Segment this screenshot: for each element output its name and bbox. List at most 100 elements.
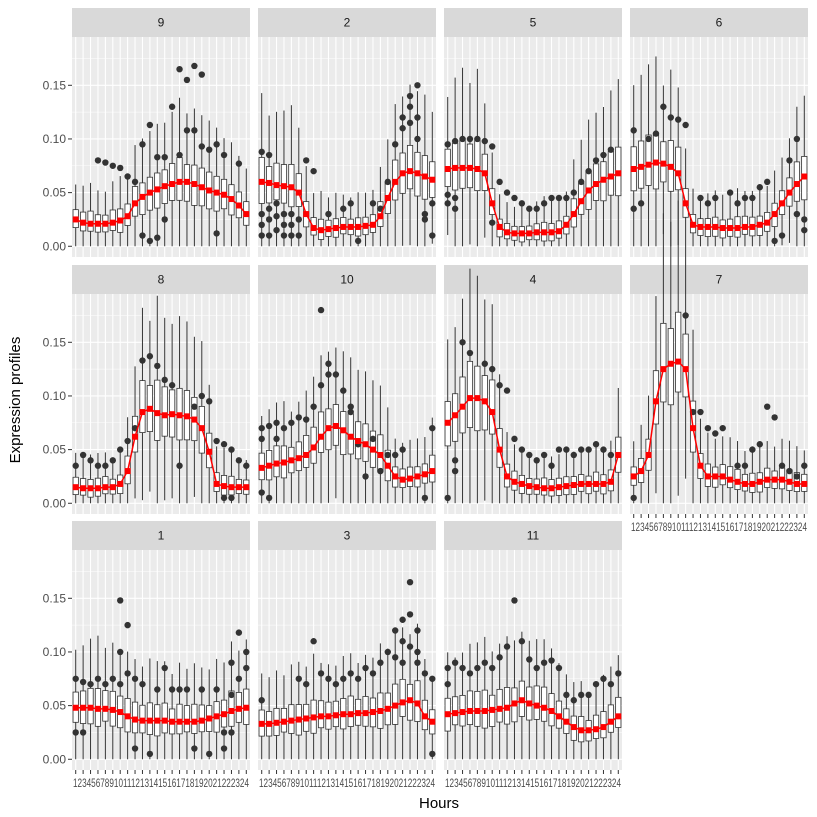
outlier-point: [414, 627, 421, 634]
outlier-point: [354, 675, 362, 682]
outlier-point: [191, 62, 198, 70]
outlier-point: [102, 680, 109, 688]
outlier-point: [451, 137, 459, 145]
median-point: [139, 409, 146, 416]
outlier-point: [303, 680, 310, 688]
outlier-point: [265, 422, 273, 430]
outlier-point: [496, 654, 503, 661]
outlier-point: [288, 419, 295, 426]
y-tick-label: 0.00: [43, 496, 67, 510]
outlier-point: [109, 162, 116, 169]
median-point: [690, 425, 697, 432]
outlier-point: [399, 659, 406, 666]
median-point: [459, 403, 466, 410]
outlier-point: [87, 680, 94, 688]
median-point: [362, 222, 369, 229]
facet-strip-label: 11: [527, 529, 540, 543]
median-point: [466, 707, 473, 714]
outlier-point: [533, 457, 540, 464]
facet-panel-7: 7: [630, 200, 808, 514]
facet-strip-label: 6: [716, 16, 723, 30]
outlier-point: [161, 664, 168, 672]
outlier-point: [220, 745, 228, 752]
outlier-point: [563, 446, 570, 453]
outlier-point: [258, 221, 265, 229]
median-points: [444, 164, 622, 237]
median-point: [801, 173, 808, 180]
median-point: [176, 178, 183, 185]
median-point: [504, 229, 511, 236]
outlier-point: [198, 392, 205, 400]
outlier-point: [578, 178, 585, 186]
median-point: [362, 441, 369, 448]
median-point: [496, 223, 503, 230]
median-point: [124, 713, 131, 720]
outlier-point: [243, 648, 250, 656]
median-point: [704, 473, 711, 480]
outlier-point: [726, 189, 734, 196]
outlier-point: [377, 467, 384, 475]
outlier-group: [72, 597, 250, 758]
box: [607, 704, 614, 733]
box: [317, 411, 325, 453]
median-point: [221, 191, 228, 198]
outlier-point: [332, 680, 340, 688]
outlier-point: [79, 678, 87, 686]
median-point: [452, 710, 459, 717]
median-point: [459, 164, 466, 171]
median-point: [570, 211, 577, 218]
median-point: [183, 178, 190, 185]
outlier-point: [183, 686, 191, 693]
outlier-point: [310, 638, 317, 645]
facet-panel-1: 1: [72, 521, 250, 770]
median-point: [511, 700, 518, 707]
outlier-point: [675, 116, 682, 123]
box: [273, 162, 280, 201]
median-point: [169, 411, 176, 418]
median-point: [191, 416, 198, 423]
outlier-point: [288, 232, 295, 239]
outlier-point: [704, 200, 712, 207]
median-point: [727, 476, 734, 483]
median-point: [243, 211, 250, 218]
outlier-point: [198, 143, 205, 150]
outlier-point: [697, 194, 704, 202]
median-point: [600, 724, 607, 731]
outlier-point: [444, 664, 451, 672]
median-point: [593, 726, 600, 733]
outlier-point: [288, 210, 295, 218]
outlier-group: [444, 597, 622, 704]
outlier-point: [444, 191, 451, 198]
outlier-point: [682, 121, 689, 129]
median-point: [72, 484, 79, 491]
median-point: [102, 220, 109, 227]
outlier-point: [102, 159, 109, 166]
outlier-group: [94, 62, 243, 245]
median-point: [444, 711, 451, 718]
median-point: [607, 718, 614, 725]
median-point: [444, 166, 451, 172]
outlier-point: [630, 127, 637, 134]
outlier-point: [399, 114, 406, 121]
outlier-point: [518, 638, 526, 645]
median-point: [399, 476, 406, 483]
median-point: [94, 220, 101, 227]
median-point: [570, 724, 577, 731]
median-point: [452, 164, 459, 171]
outlier-point: [555, 194, 563, 202]
median-point: [645, 451, 652, 458]
outlier-point: [213, 230, 220, 237]
median-point: [191, 181, 198, 188]
median-point: [176, 718, 183, 725]
outlier-point: [258, 435, 265, 443]
median-point: [407, 168, 414, 175]
median-point: [638, 468, 645, 475]
outlier-point: [168, 382, 176, 389]
outlier-point: [801, 216, 808, 223]
outlier-point: [496, 382, 503, 389]
outlier-point: [347, 670, 354, 677]
outlier-point: [131, 178, 139, 186]
median-point: [288, 457, 295, 464]
median-point: [117, 709, 124, 716]
outlier-point: [235, 160, 243, 167]
